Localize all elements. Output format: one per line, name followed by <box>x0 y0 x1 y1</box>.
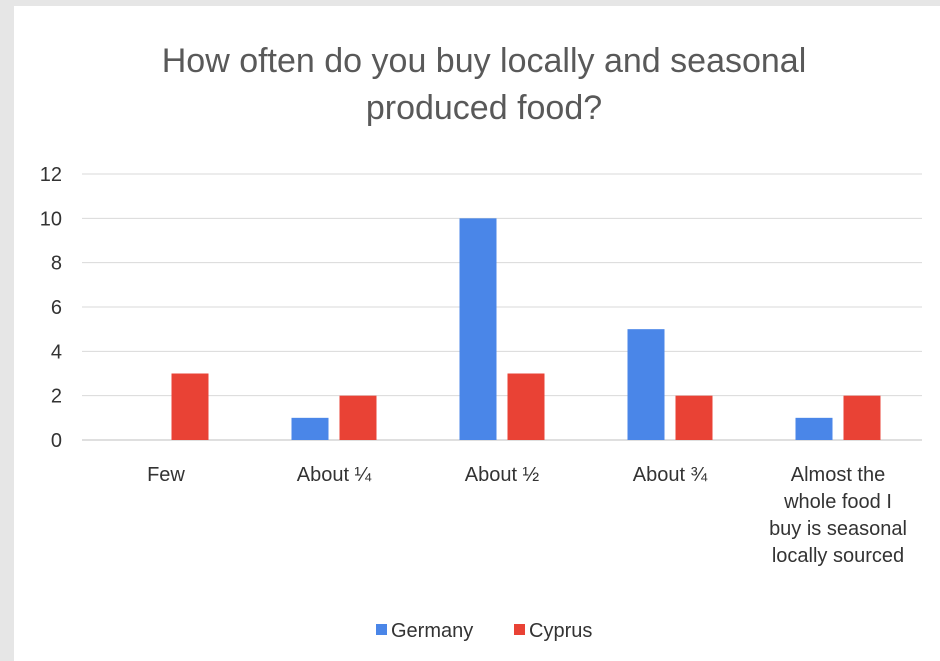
chart-title-line-2: produced food? <box>366 89 602 127</box>
y-tick-label: 6 <box>51 297 62 319</box>
y-tick-label: 8 <box>51 253 62 275</box>
x-category-label: Few <box>147 464 185 486</box>
bar-germany-3 <box>459 218 497 440</box>
bar-cyprus-1 <box>171 373 209 440</box>
y-tick-label: 2 <box>51 386 62 408</box>
x-category-label-line: Few <box>147 464 185 486</box>
x-category-label-line: About ¼ <box>297 464 372 486</box>
bar-chart: How often do you buy locally and seasona… <box>40 42 922 642</box>
bar-cyprus-3 <box>507 373 545 440</box>
legend-label-germany: Germany <box>391 620 473 642</box>
bar-germany-2 <box>291 417 329 440</box>
legend: Germany Cyprus <box>376 620 592 642</box>
y-tick-label: 12 <box>40 164 62 186</box>
x-category-label-line: About ½ <box>465 464 540 486</box>
chart-title: How often do you buy locally and seasona… <box>162 42 807 127</box>
y-tick-label: 4 <box>51 341 62 363</box>
legend-swatch-germany <box>376 624 387 635</box>
bar-germany-4 <box>627 329 665 440</box>
gridlines <box>82 173 922 441</box>
x-category-label: About ¼ <box>297 464 372 486</box>
bar-germany-5 <box>795 417 833 440</box>
y-tick-label: 10 <box>40 208 62 230</box>
bar-cyprus-5 <box>843 395 881 440</box>
y-axis-ticks: 0 2 4 6 8 10 12 <box>40 164 62 452</box>
x-category-label: Almost the whole food I buy is seasonal loc… <box>769 464 907 567</box>
x-category-label-line: buy is seasonal <box>769 518 907 540</box>
chart-area: How often do you buy locally and seasona… <box>14 6 940 661</box>
bars <box>171 218 881 440</box>
chart-title-line-1: How often do you buy locally and seasona… <box>162 42 807 80</box>
y-tick-label: 0 <box>51 430 62 452</box>
x-category-label-line: locally sourced <box>772 545 904 567</box>
legend-label-cyprus: Cyprus <box>529 620 592 642</box>
x-axis-labels: Few About ¼ About ½ About ¾ Almost the whole … <box>147 464 907 567</box>
bar-cyprus-2 <box>339 395 377 440</box>
x-category-label-line: About ¾ <box>633 464 708 486</box>
x-category-label-line: whole food I <box>783 491 892 513</box>
bar-cyprus-4 <box>675 395 713 440</box>
x-category-label-line: Almost the <box>791 464 885 486</box>
legend-swatch-cyprus <box>514 624 525 635</box>
x-category-label: About ¾ <box>633 464 708 486</box>
x-category-label: About ½ <box>465 464 540 486</box>
